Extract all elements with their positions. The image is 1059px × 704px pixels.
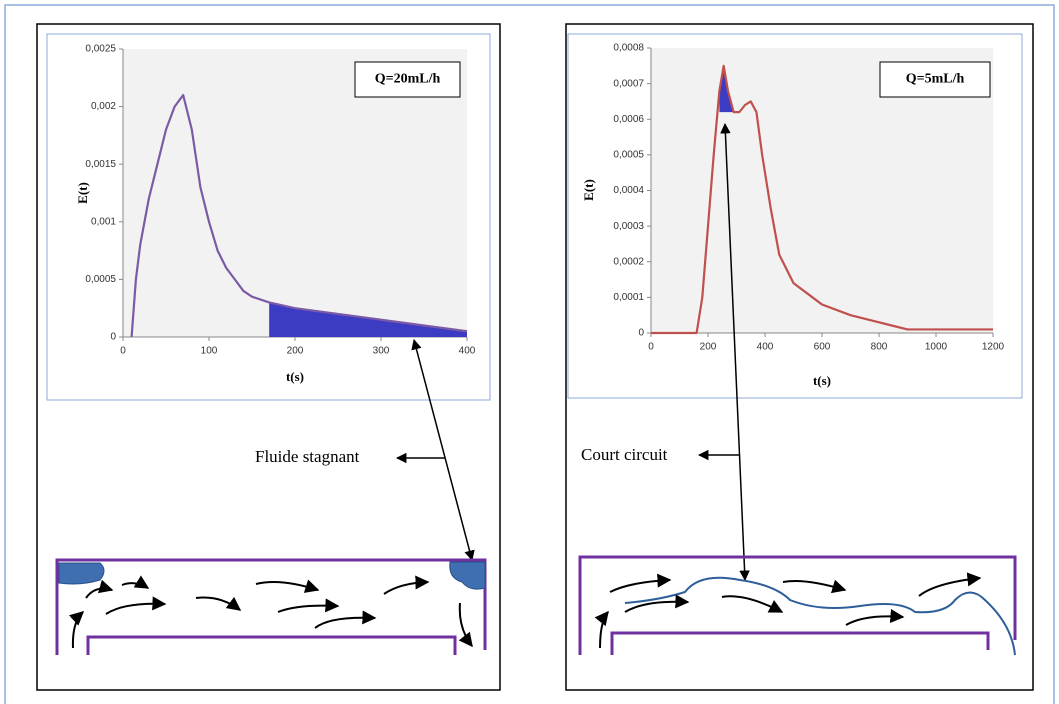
x-tick-label: 400 [459,346,476,357]
x-tick-label: 100 [201,346,218,357]
y-tick-label: 0,0008 [613,43,644,54]
y-tick-label: 0,0025 [85,44,116,55]
y-tick-label: 0,0007 [613,78,644,89]
panel-frame [565,23,1034,691]
label-box [354,61,461,98]
panel-frame [36,23,501,691]
x-axis-label: t(s) [813,373,831,388]
x-tick-label: 200 [287,346,304,357]
x-axis-label: t(s) [286,369,304,384]
annotation: Fluide stagnant [255,447,360,466]
outer-frame [4,4,1055,704]
y-tick-label: 0,0003 [613,221,644,232]
y-tick-label: 0,0005 [85,274,116,285]
y-tick-label: 0 [110,332,116,343]
y-tick-label: 0,0002 [613,256,644,267]
y-tick-label: 0 [638,328,644,339]
arrows [395,122,750,582]
flow-diagram [55,558,487,655]
y-tick-label: 0,0005 [613,150,644,161]
charts: 0 0,0005 0,001 0,0015 0,002 0,0025 0 100 200 300 4… [75,43,1005,388]
y-axis-label: E(t) [75,182,90,204]
shaded-area [269,302,467,337]
x-tick-label: 400 [757,342,774,353]
y-axis-label: E(t) [581,179,596,201]
x-tick-label: 1000 [925,342,948,353]
y-tick-label: 0,0004 [613,185,644,196]
x-tick-label: 1200 [982,342,1005,353]
data-line [651,64,993,335]
label-box-text: Q=20mL/h [375,72,441,87]
data-line [130,93,468,338]
x-tick-label: 800 [871,342,888,353]
x-tick-label: 0 [120,346,126,357]
y-tick-label: 0,0006 [613,114,644,125]
x-tick-label: 200 [700,342,717,353]
x-tick-label: 0 [648,342,654,353]
x-tick-label: 300 [373,346,390,357]
x-tick-label: 600 [814,342,831,353]
y-tick-label: 0,0015 [85,159,116,170]
annotation: Court circuit [581,445,668,464]
flow-diagram [578,555,1017,656]
y-tick-label: 0,002 [91,101,116,112]
label-box [879,61,991,98]
y-tick-label: 0,001 [91,216,116,227]
label-box-text: Q=5mL/h [906,72,965,87]
y-tick-label: 0,0001 [613,292,644,303]
